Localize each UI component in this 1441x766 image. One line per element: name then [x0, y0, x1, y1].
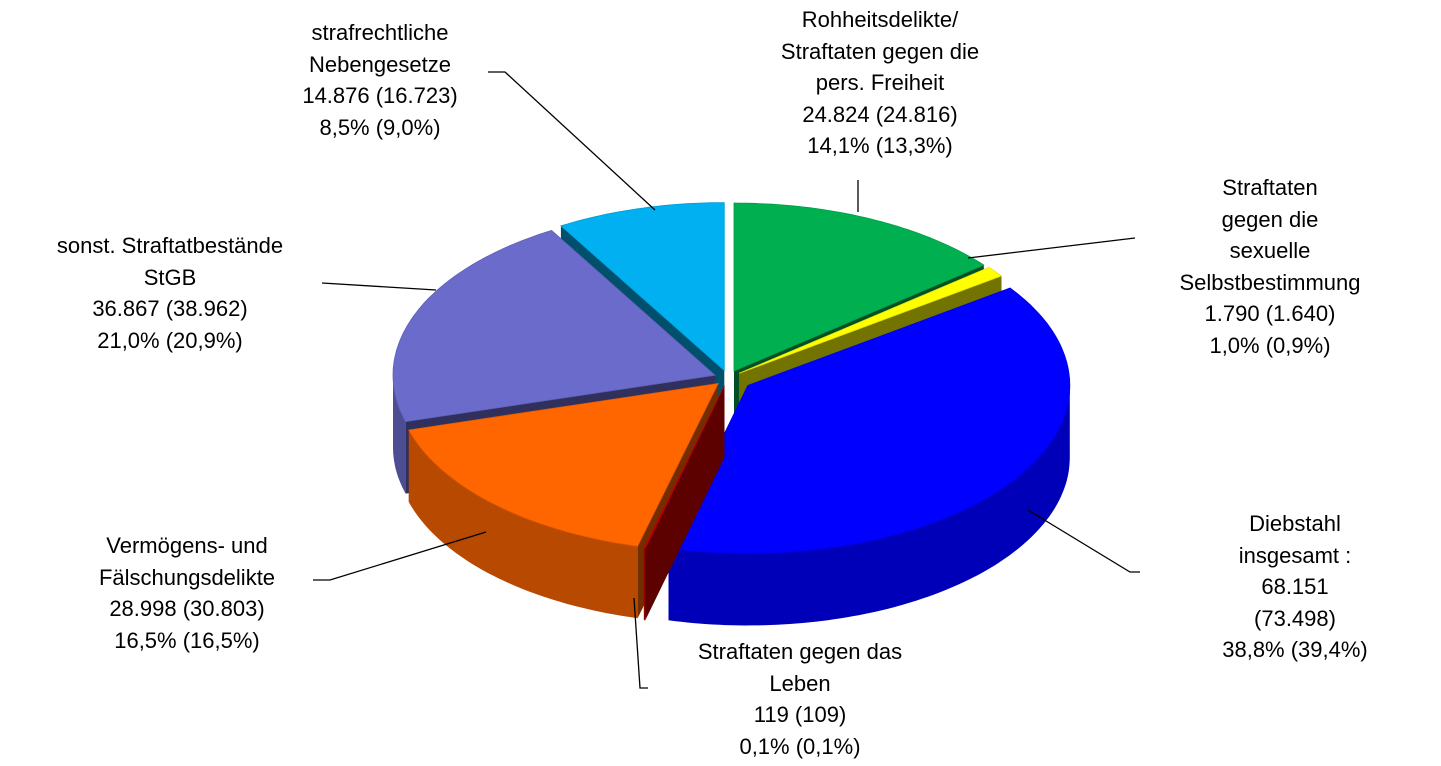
value-label: 68.151 (73.498): [1254, 574, 1336, 631]
category-name: strafrechtliche Nebengesetze: [309, 20, 451, 77]
percent-label: 16,5% (16,5%): [114, 627, 260, 653]
slice-label: sonst. Straftatbestände StGB 36.867 (38.9…: [57, 230, 283, 356]
slice-side: [408, 430, 638, 619]
value-label: 28.998 (30.803): [109, 596, 265, 621]
slice-side: [668, 385, 1070, 626]
leader-line: [967, 237, 1136, 259]
value-label: 24.824 (24.816): [802, 101, 958, 127]
category-name: Straftaten gegen das Leben: [697, 639, 903, 696]
pie-slice: [667, 287, 1071, 626]
slice-side: [643, 548, 646, 621]
value-label: 119 (109): [753, 702, 847, 727]
slice-label: Vermögens- und Fälschungsdelikte 28.998 (…: [99, 530, 275, 656]
slice-label: strafrechtliche Nebengesetze 14.876 (16.7…: [302, 17, 457, 143]
leader-line: [313, 531, 487, 581]
value-label: 14.876 (16.723): [302, 83, 458, 108]
value-label: 36.867 (38.962): [92, 296, 248, 321]
slice-top: [667, 287, 1071, 554]
percent-label: 0,1% (0,1%): [739, 733, 861, 759]
slice-top: [392, 229, 716, 423]
percent-label: 21,0% (20,9%): [97, 327, 243, 353]
category-name: Rohheitsdelikte/ Straftaten gegen die pe…: [780, 7, 980, 95]
value-label: 1.790 (1.640): [1204, 301, 1336, 326]
category-name: Straftaten gegen die sexuelle Selbstbest…: [1179, 175, 1361, 295]
slice-top: [733, 202, 985, 372]
percent-label: 1,0% (0,9%): [1209, 332, 1331, 358]
slice-top: [560, 202, 725, 372]
slice-label: Diebstahl insgesamt : 68.151 (73.498) 38,8…: [1222, 508, 1368, 666]
leader-line: [321, 282, 437, 291]
leader-line: [1027, 509, 1140, 573]
percent-label: 38,8% (39,4%): [1222, 637, 1368, 662]
leader-line: [633, 597, 648, 689]
percent-label: 8,5% (9,0%): [319, 114, 441, 140]
slice-label: Straftaten gegen die sexuelle Selbstbest…: [1180, 172, 1361, 361]
pie-slice: [643, 385, 725, 621]
category-name: sonst. Straftatbestände StGB: [56, 233, 284, 290]
slice-top: [643, 385, 725, 549]
percent-label: 14,1% (13,3%): [807, 133, 953, 158]
leader-line: [488, 71, 656, 211]
category-name: Vermögens- und Fälschungsdelikte: [98, 533, 276, 590]
slice-side: [393, 375, 406, 494]
slice-top: [408, 382, 719, 547]
slice-wall: [643, 385, 725, 621]
slice-label: Rohheitsdelikte/ Straftaten gegen die pe…: [781, 4, 979, 162]
category-name: Diebstahl insgesamt :: [1238, 511, 1352, 568]
slice-top: [738, 266, 1003, 374]
slice-label: Straftaten gegen das Leben 119 (109) 0,1% …: [698, 636, 902, 762]
